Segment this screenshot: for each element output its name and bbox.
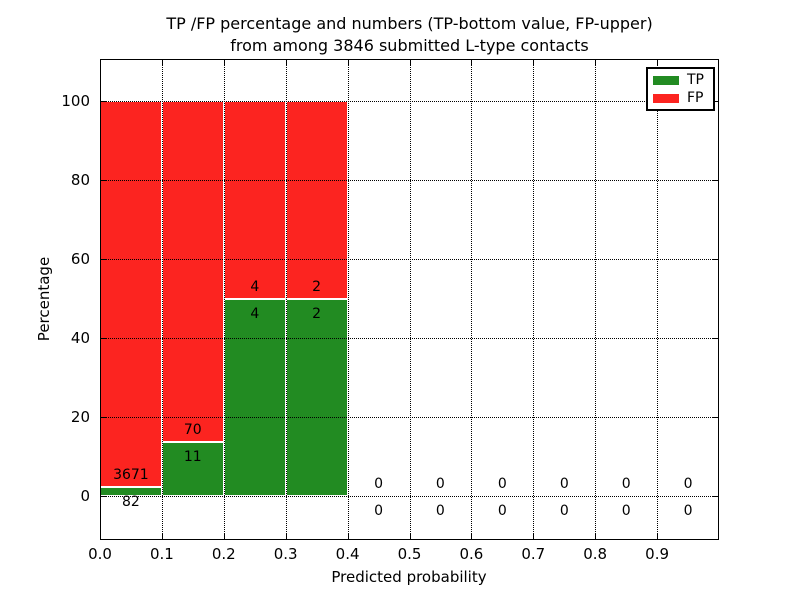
fp-color-swatch: [653, 93, 679, 103]
x-tick-bottom: [347, 534, 349, 539]
y-tick-label: 0: [80, 487, 90, 505]
bar-segment-fp: [285, 101, 348, 299]
annotation-tp-count: 0: [559, 503, 569, 519]
legend-entry-tp: TP: [653, 73, 713, 87]
annotation-fp-count: 0: [683, 476, 693, 492]
gridline-vertical: [471, 59, 473, 540]
x-tick-bottom: [409, 534, 411, 539]
chart-title-line2: from among 3846 submitted L-type contact…: [230, 36, 589, 55]
x-tick-top: [223, 60, 225, 65]
legend-label-fp: FP: [687, 90, 704, 106]
x-tick-label: 0.5: [397, 545, 422, 563]
annotation-tp-count: 82: [121, 494, 140, 511]
x-tick-bottom: [161, 534, 163, 539]
legend-label-tp: TP: [687, 72, 704, 88]
annotation-fp-count: 0: [435, 476, 445, 492]
y-tick-label: 40: [70, 329, 90, 347]
y-tick-left: [101, 417, 106, 418]
y-tick-left: [101, 338, 106, 339]
tp-color-swatch: [653, 75, 679, 85]
annotation-tp-count: 0: [683, 503, 693, 519]
x-tick-top: [285, 60, 287, 65]
x-tick-bottom: [100, 534, 101, 539]
gridline-vertical: [161, 59, 163, 540]
x-tick-bottom: [471, 534, 473, 539]
y-tick-right: [713, 496, 718, 497]
legend-entry-fp: FP: [653, 91, 713, 105]
chart-title-line1: TP /FP percentage and numbers (TP-bottom…: [166, 14, 653, 33]
bar-segment-fp: [223, 101, 286, 299]
y-tick-label: 80: [70, 171, 90, 189]
y-tick-left: [101, 496, 106, 497]
y-tick-left: [101, 101, 106, 102]
chart-title: TP /FP percentage and numbers (TP-bottom…: [100, 13, 719, 57]
bar-segment-fp: [100, 101, 162, 488]
y-tick-label: 100: [61, 92, 90, 110]
annotation-fp-count: 2: [312, 278, 322, 295]
gridline-vertical: [223, 59, 225, 540]
x-tick-label: 0.9: [645, 545, 670, 563]
x-tick-label: 0.6: [459, 545, 484, 563]
x-tick-top: [595, 60, 597, 65]
x-tick-top: [471, 60, 473, 65]
y-tick-right: [713, 417, 718, 418]
gridline-vertical: [285, 59, 287, 540]
y-tick-left: [101, 180, 106, 181]
x-tick-bottom: [657, 534, 659, 539]
y-tick-right: [713, 338, 718, 339]
annotation-fp-count: 0: [559, 476, 569, 492]
annotation-tp-count: 4: [250, 305, 260, 322]
x-tick-bottom: [285, 534, 287, 539]
annotation-tp-count: 0: [374, 503, 384, 519]
gridline-vertical: [595, 59, 597, 540]
gridline-vertical: [533, 59, 535, 540]
x-tick-label: 0.3: [273, 545, 298, 563]
x-tick-bottom: [595, 534, 597, 539]
x-tick-top: [100, 60, 101, 65]
legend-box: TP FP: [646, 67, 715, 111]
x-tick-label: 0.4: [335, 545, 360, 563]
x-tick-label: 0.0: [88, 545, 112, 563]
y-tick-right: [713, 259, 718, 260]
annotation-tp-count: 0: [621, 503, 631, 519]
annotation-fp-count: 0: [374, 476, 384, 492]
x-tick-label: 0.1: [149, 545, 174, 563]
annotation-tp-count: 0: [497, 503, 507, 519]
annotation-tp-count: 2: [312, 305, 322, 322]
gridline-vertical: [347, 59, 349, 540]
x-tick-top: [657, 60, 659, 65]
x-tick-top: [533, 60, 535, 65]
gridline-vertical: [657, 59, 659, 540]
bar-segment-tp: [285, 298, 348, 496]
annotation-tp-count: 0: [435, 503, 445, 519]
annotation-tp-count: 11: [183, 449, 202, 466]
x-axis-label: Predicted probability: [331, 568, 487, 586]
y-tick-right: [713, 180, 718, 181]
y-tick-left: [101, 259, 106, 260]
x-tick-label: 0.7: [521, 545, 546, 563]
y-axis-label: Percentage: [35, 256, 53, 342]
x-tick-top: [347, 60, 349, 65]
bar-segment-fp: [161, 101, 224, 443]
y-tick-label: 60: [70, 250, 90, 268]
annotation-fp-count: 70: [183, 422, 202, 439]
annotation-fp-count: 3671: [113, 467, 149, 484]
y-tick-label: 20: [70, 408, 90, 426]
annotation-fp-count: 0: [621, 476, 631, 492]
y-tick-right: [713, 101, 718, 102]
annotation-fp-count: 0: [497, 476, 507, 492]
x-tick-label: 0.8: [583, 545, 608, 563]
annotation-fp-count: 4: [250, 278, 260, 295]
x-tick-bottom: [223, 534, 225, 539]
gridline-vertical: [409, 59, 411, 540]
x-tick-bottom: [533, 534, 535, 539]
x-tick-top: [409, 60, 411, 65]
x-tick-label: 0.2: [211, 545, 236, 563]
bar-segment-tp: [223, 298, 286, 496]
x-tick-top: [161, 60, 163, 65]
